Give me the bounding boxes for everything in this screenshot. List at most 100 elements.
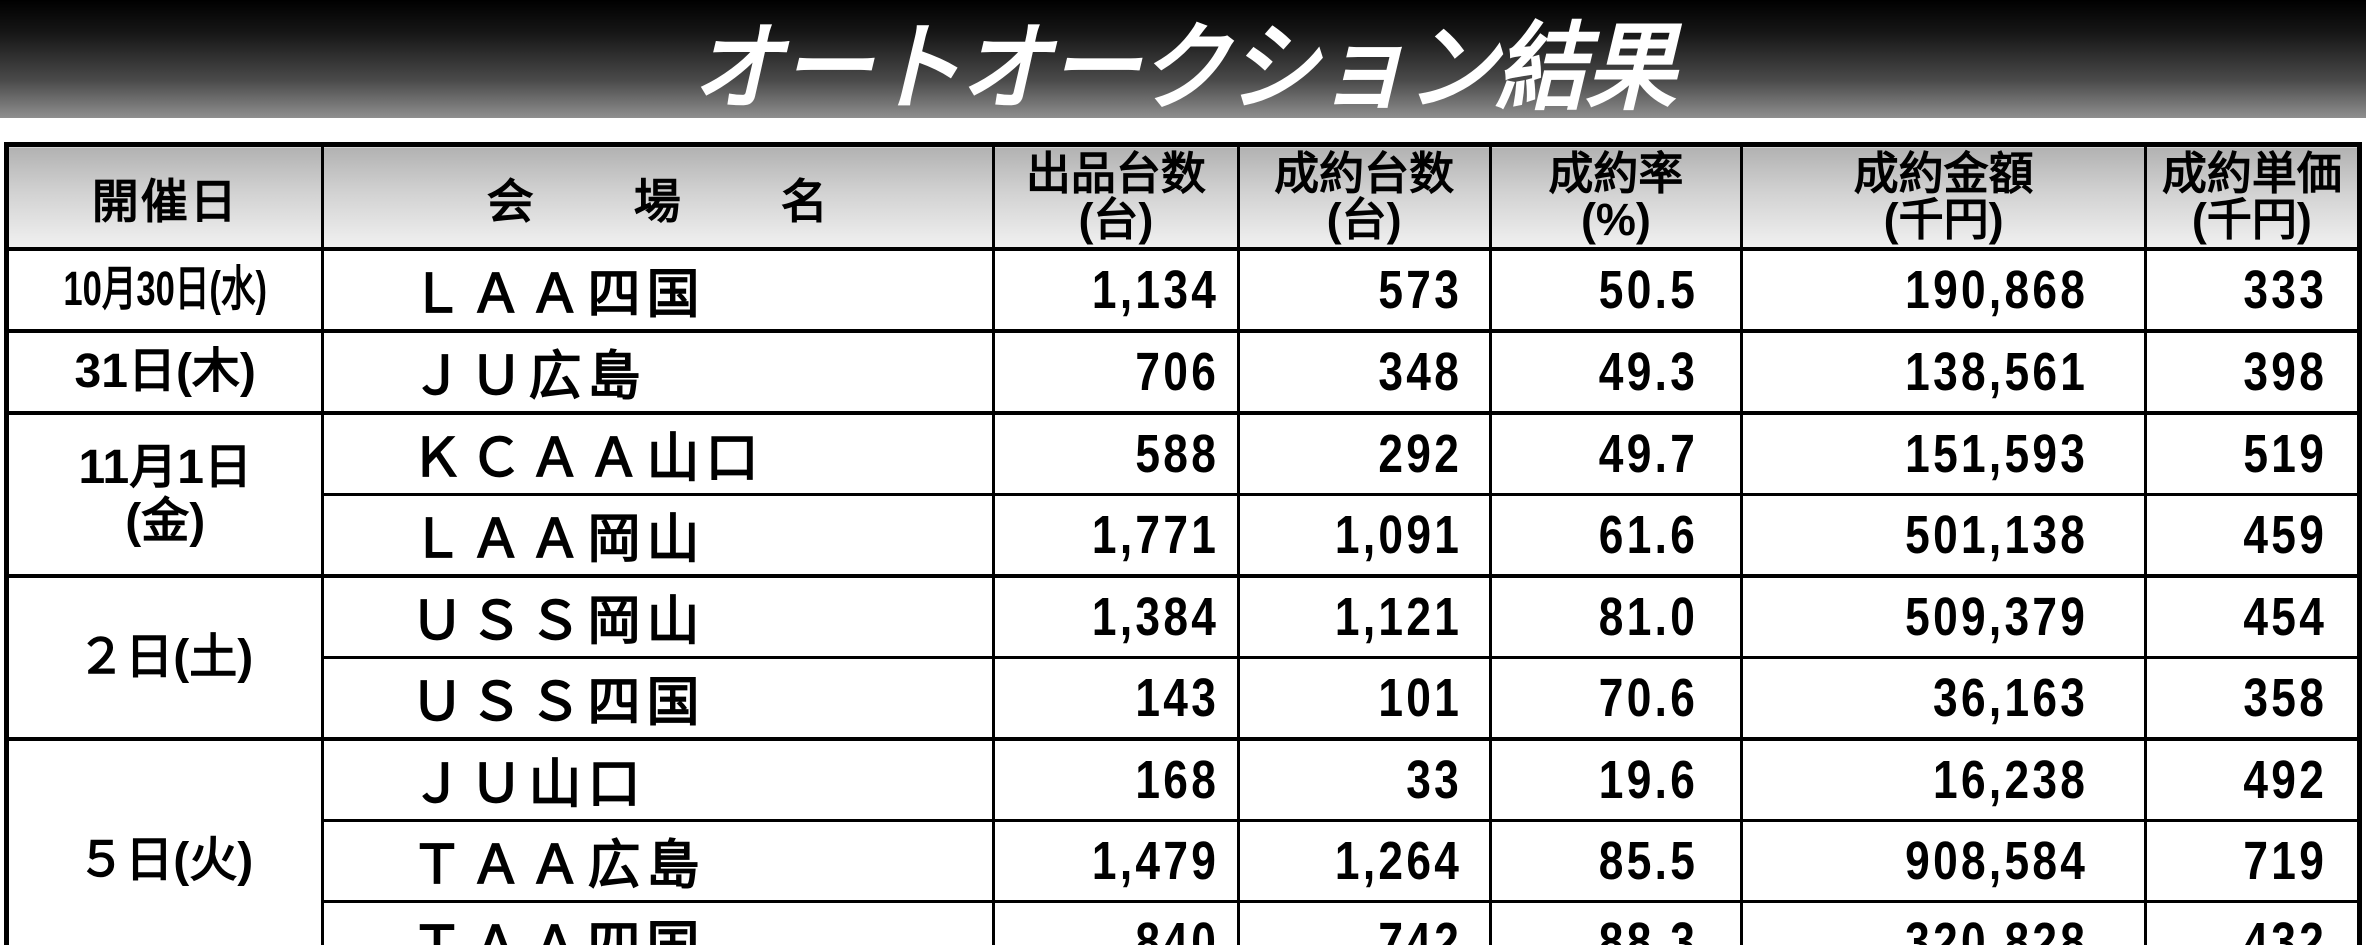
unit-value: 358 xyxy=(2243,668,2327,728)
unit-cell: 492 xyxy=(2143,737,2362,822)
amount-cell: 16,238 xyxy=(1740,737,2147,822)
venue-cell: ＫＣＡＡ山口 xyxy=(321,411,996,496)
col-header-amount: 成約金額 (千円) xyxy=(1740,143,2147,251)
col-header-rate-line1: 成約率 xyxy=(1548,148,1684,200)
sold-value: 742 xyxy=(1378,912,1463,945)
amount-value: 138,561 xyxy=(1904,342,2088,402)
rate-cell: 70.6 xyxy=(1488,656,1744,741)
table-row: 31日(木) ＪＵ広島 706 348 49.3 138,561 398 xyxy=(4,329,2362,415)
venue-cell: ＵＳＳ四国 xyxy=(321,656,996,741)
sold-value: 1,091 xyxy=(1335,505,1463,565)
col-header-rate-label: 成約率 (%) xyxy=(1493,148,1739,245)
col-header-date: 開催日 xyxy=(4,143,325,251)
listed-value: 168 xyxy=(1135,750,1219,810)
listed-cell: 588 xyxy=(992,411,1240,496)
listed-cell: 1,384 xyxy=(992,574,1240,659)
auction-results-table: 開催日 会 場 名 出品台数 (台) 成約台数 (台) xyxy=(4,142,2362,945)
unit-value: 454 xyxy=(2243,587,2327,647)
rate-value: 85.5 xyxy=(1599,831,1699,891)
rate-cell: 19.6 xyxy=(1488,737,1744,822)
amount-value: 320,828 xyxy=(1904,912,2088,945)
sold-value: 33 xyxy=(1406,750,1463,810)
sold-value: 573 xyxy=(1378,260,1463,320)
venue-cell: ＴＡＡ広島 xyxy=(321,819,996,903)
date-line1: ２日(土) xyxy=(77,630,254,684)
sold-cell: 101 xyxy=(1236,656,1492,741)
col-header-unit-label: 成約単価 (千円) xyxy=(2148,148,2356,245)
unit-cell: 519 xyxy=(2143,411,2362,496)
rate-value: 50.5 xyxy=(1599,260,1699,320)
sold-cell: 1,091 xyxy=(1236,493,1492,578)
rate-cell: 49.3 xyxy=(1488,329,1744,415)
col-header-listed-line1: 出品台数 xyxy=(1025,148,1206,200)
unit-cell: 459 xyxy=(2143,493,2362,578)
col-header-sold: 成約台数 (台) xyxy=(1236,143,1492,251)
col-header-amount-line1: 成約金額 xyxy=(1853,148,2034,200)
sold-cell: 292 xyxy=(1236,411,1492,496)
col-header-venue-label: 会 場 名 xyxy=(486,174,830,228)
col-header-unit-line1: 成約単価 xyxy=(2161,148,2342,200)
col-header-unit: 成約単価 (千円) xyxy=(2143,143,2362,251)
col-header-date-label: 開催日 xyxy=(91,174,239,228)
sold-cell: 742 xyxy=(1236,900,1492,945)
listed-value: 588 xyxy=(1135,424,1219,484)
listed-cell: 706 xyxy=(992,329,1240,415)
sold-value: 101 xyxy=(1378,668,1463,728)
venue-cell: ＪＵ広島 xyxy=(321,329,996,415)
amount-cell: 36,163 xyxy=(1740,656,2147,741)
table-row: ＴＡＡ四国 840 742 88.3 320,828 432 xyxy=(7,900,2362,945)
unit-value: 492 xyxy=(2243,750,2327,810)
rate-value: 61.6 xyxy=(1599,505,1699,565)
amount-cell: 190,868 xyxy=(1740,247,2147,333)
rate-cell: 50.5 xyxy=(1488,247,1744,333)
sold-cell: 1,264 xyxy=(1236,819,1492,903)
table-row: 10月30日(水) ＬＡＡ四国 1,134 573 50.5 190,868 3… xyxy=(4,247,2362,333)
col-header-unit-line2: (千円) xyxy=(2191,194,2312,245)
venue-cell: ＬＡＡ四国 xyxy=(321,247,996,333)
unit-cell: 333 xyxy=(2143,247,2362,333)
date-line1: 11月1日 xyxy=(78,440,252,494)
table-row: ５日(火) ＪＵ山口 168 33 19.6 16,238 492 xyxy=(4,737,2362,945)
amount-cell: 151,593 xyxy=(1740,411,2147,496)
amount-cell: 908,584 xyxy=(1740,819,2147,903)
date-cell: ５日(火) xyxy=(4,737,325,945)
amount-value: 501,138 xyxy=(1904,505,2088,565)
amount-value: 151,593 xyxy=(1904,424,2088,484)
unit-value: 459 xyxy=(2243,505,2327,565)
col-header-amount-label: 成約金額 (千円) xyxy=(1745,148,2143,243)
unit-cell: 719 xyxy=(2143,819,2362,903)
sold-cell: 573 xyxy=(1236,247,1492,333)
rate-value: 19.6 xyxy=(1599,750,1699,810)
rate-cell: 85.5 xyxy=(1488,819,1744,903)
rate-value: 49.3 xyxy=(1599,342,1699,402)
date-cell: 31日(木) xyxy=(4,329,325,415)
listed-cell: 1,771 xyxy=(992,493,1240,578)
col-header-rate-line2: (%) xyxy=(1580,194,1651,245)
table-row: ＴＡＡ広島 1,479 1,264 85.5 908,584 719 xyxy=(7,819,2362,903)
unit-cell: 454 xyxy=(2143,574,2362,659)
rate-value: 70.6 xyxy=(1599,668,1699,728)
amount-value: 16,238 xyxy=(1932,750,2088,810)
unit-value: 519 xyxy=(2243,424,2327,484)
rate-cell: 49.7 xyxy=(1488,411,1744,496)
amount-cell: 509,379 xyxy=(1740,574,2147,659)
header-row: 開催日 会 場 名 出品台数 (台) 成約台数 (台) xyxy=(4,143,2362,251)
sold-value: 292 xyxy=(1378,424,1463,484)
rate-value: 81.0 xyxy=(1599,587,1699,647)
date-line1: 10月30日(水) xyxy=(63,263,268,317)
page-title: オートオークション結果 xyxy=(691,14,1676,122)
table-body: 10月30日(水) ＬＡＡ四国 1,134 573 50.5 190,868 3… xyxy=(4,247,2362,945)
col-header-listed-line2: (台) xyxy=(1078,194,1154,245)
col-header-sold-line1: 成約台数 xyxy=(1274,148,1455,200)
rate-cell: 88.3 xyxy=(1488,900,1744,945)
rate-cell: 81.0 xyxy=(1488,574,1744,659)
table-row: ＵＳＳ四国 143 101 70.6 36,163 358 xyxy=(7,656,2362,741)
unit-value: 719 xyxy=(2243,831,2327,891)
unit-cell: 398 xyxy=(2143,329,2362,415)
col-header-listed-label: 出品台数 (台) xyxy=(997,148,1236,245)
page: 開催日 会 場 名 出品台数 (台) 成約台数 (台) xyxy=(0,142,2366,945)
col-header-sold-label: 成約台数 (台) xyxy=(1241,148,1487,245)
listed-cell: 1,479 xyxy=(992,819,1240,903)
date-cell: ２日(土) xyxy=(4,574,325,741)
col-header-sold-line2: (台) xyxy=(1326,194,1402,245)
